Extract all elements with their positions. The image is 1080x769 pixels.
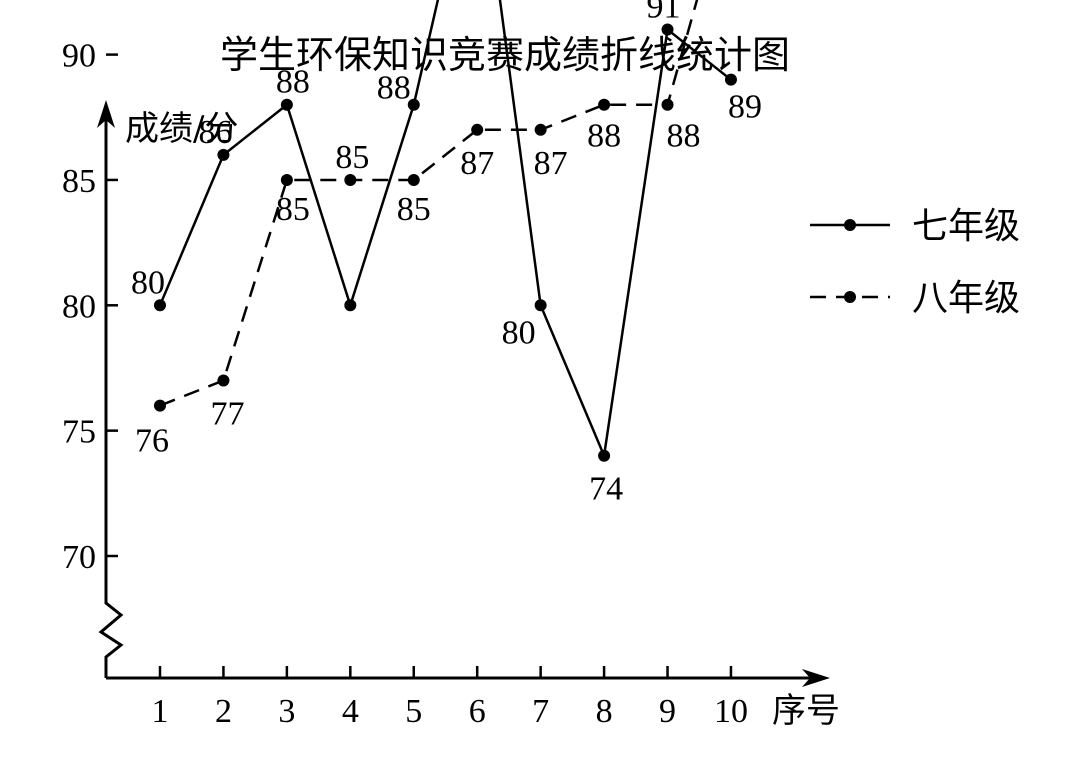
legend-label-grade7: 七年级 <box>912 206 1020 247</box>
grade7-data-label-9: 91 <box>647 0 681 26</box>
grade8-point-5 <box>407 173 420 186</box>
y-tick-label: 75 <box>62 414 96 451</box>
x-axis-arrow <box>802 669 830 687</box>
grade8-point-7 <box>534 123 547 136</box>
y-ticks: 707580859095100 <box>62 38 118 576</box>
x-tick-label: 10 <box>714 693 748 730</box>
x-tick-label: 9 <box>659 693 676 730</box>
series-line-grade7 <box>158 0 732 461</box>
grade8-data-label-6: 87 <box>460 145 494 182</box>
data-labels: 80868888998074918976778585858787888897 <box>131 0 762 508</box>
grade7-point-4 <box>344 299 357 312</box>
grade7-point-9 <box>661 23 674 36</box>
grade8-data-label-1: 76 <box>135 423 169 460</box>
grade8-data-label-3: 85 <box>276 191 310 228</box>
grade7-point-3 <box>280 98 293 111</box>
grade8-data-label-8: 88 <box>587 118 621 155</box>
legend-marker-grade8 <box>844 291 856 303</box>
x-tick-label: 5 <box>405 693 422 730</box>
y-tick-label: 70 <box>62 539 96 576</box>
grade8-point-1 <box>154 399 166 412</box>
x-tick-label: 3 <box>278 693 295 730</box>
x-ticks: 1 2 3 4 5 6 7 8 9 10 <box>152 666 748 730</box>
grade7-data-label-10: 89 <box>728 89 762 126</box>
grade7-data-label-7: 80 <box>502 314 536 351</box>
grade7-point-2 <box>217 148 230 161</box>
grade8-data-label-5: 85 <box>397 191 431 228</box>
grade7-point-10 <box>724 73 737 86</box>
x-axis-label: 序号 <box>772 691 840 731</box>
legend-label-grade8: 八年级 <box>912 278 1020 319</box>
series-points <box>154 23 737 462</box>
y-tick-label: 90 <box>62 38 96 75</box>
grade8-data-label-4: 85 <box>335 139 369 176</box>
grade8-data-label-7: 87 <box>534 145 568 182</box>
y-axis-label: 成绩/分 <box>125 109 238 149</box>
grade7-data-label-2: 86 <box>198 114 232 151</box>
grade7-data-label-1: 80 <box>131 264 165 301</box>
grade8-point-3 <box>280 173 293 186</box>
x-tick-label: 7 <box>532 693 549 730</box>
grade7-point-1 <box>154 299 166 312</box>
grade8-point-8 <box>598 98 611 111</box>
x-tick-label: 1 <box>152 693 169 730</box>
grade8-point-4 <box>344 173 357 186</box>
grade7-data-label-8: 74 <box>589 471 623 508</box>
y-tick-label: 85 <box>62 163 96 200</box>
y-axis-line <box>98 118 124 678</box>
grade8-point-9 <box>661 98 674 111</box>
legend-item-grade8: 八年级 <box>810 278 1020 319</box>
legend-item-grade7: 七年级 <box>810 206 1020 247</box>
legend: 七年级 八年级 <box>810 206 1020 319</box>
grade7-data-label-5: 88 <box>377 70 411 107</box>
x-tick-label: 6 <box>469 693 486 730</box>
grade8-data-label-2: 77 <box>210 396 244 433</box>
x-tick-label: 4 <box>342 693 359 730</box>
grade7-point-7 <box>534 299 547 312</box>
y-axis <box>98 118 124 678</box>
grade8-data-label-9: 88 <box>667 118 701 155</box>
y-tick-label: 80 <box>62 288 96 325</box>
y-axis-arrow <box>97 100 115 128</box>
grade7-data-label-3: 88 <box>276 64 310 101</box>
series-line-grade8 <box>159 0 699 407</box>
legend-marker-grade7 <box>844 219 856 231</box>
grade8-point-2 <box>217 374 230 387</box>
grade8-point-6 <box>471 123 484 136</box>
series-lines <box>158 0 732 461</box>
grade7-point-8 <box>598 449 611 462</box>
grade7-point-5 <box>407 98 420 111</box>
x-tick-label: 2 <box>215 693 232 730</box>
x-tick-label: 8 <box>596 693 613 730</box>
